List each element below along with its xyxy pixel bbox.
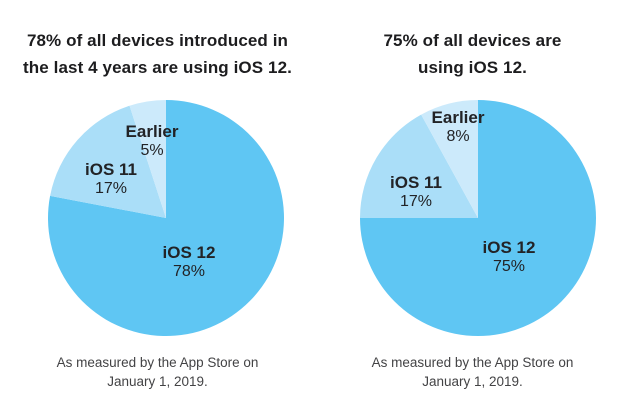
caption-line-1: As measured by the App Store on [371,355,574,370]
chart-title-line-1: 75% of all devices are [383,31,562,51]
pie-label-name: iOS 12 [482,238,536,257]
pie-label-percent: 17% [94,180,128,197]
caption-line-1: As measured by the App Store on [56,355,259,370]
pie-label-percent: 8% [446,128,470,145]
pie-slice-ios-11 [50,105,167,218]
pie-label-name: iOS 12 [162,243,216,262]
pie-label-earlier: Earlier 5% [126,122,179,160]
chart-title-line-1: 78% of all devices introduced in [26,31,289,51]
pie-slice-ios-12 [48,100,285,336]
pie-label-name: iOS 11 [85,160,137,179]
chart-panel-devices-last-4-years: 78% of all devices introduced in the last… [0,27,315,391]
pie-label-name: iOS 11 [390,173,442,192]
pie-label-percent: 17% [399,193,433,210]
pie-slice-ios-11 [359,114,478,218]
chart-panel-all-devices: 75% of all devices are using iOS 12. Earl… [315,0,630,408]
chart-title: 78% of all devices introduced in the last… [0,27,315,81]
pie-label-name: Earlier [431,108,485,127]
pie-slice-earlier [129,100,166,218]
pie-label-percent: 78% [172,263,206,280]
chart-caption: As measured by the App Store on January 1… [0,353,315,391]
chart-caption: As measured by the App Store on January 1… [315,353,630,391]
pie-label-ios12: iOS 12 78% [163,243,216,281]
caption-line-2: January 1, 2019. [422,374,523,389]
pie-label-ios12: iOS 12 75% [483,238,536,276]
chart-title: 75% of all devices are using iOS 12. [315,27,630,81]
chart-title-line-2: the last 4 years are using iOS 12. [23,58,292,78]
caption-line-2: January 1, 2019. [107,374,208,389]
chart-title-line-2: using iOS 12. [418,58,527,78]
pie-chart-devices-last-4-years [48,100,285,336]
pie-slice-earlier [420,100,478,218]
pie-label-ios11: iOS 11 17% [390,173,442,211]
pie-label-earlier: Earlier 8% [432,108,485,146]
pie-label-percent: 75% [492,258,526,275]
pie-chart-all-devices [359,100,596,336]
pie-label-name: Earlier [125,122,179,141]
pie-label-ios11: iOS 11 17% [85,160,137,198]
pie-label-percent: 5% [140,142,164,159]
